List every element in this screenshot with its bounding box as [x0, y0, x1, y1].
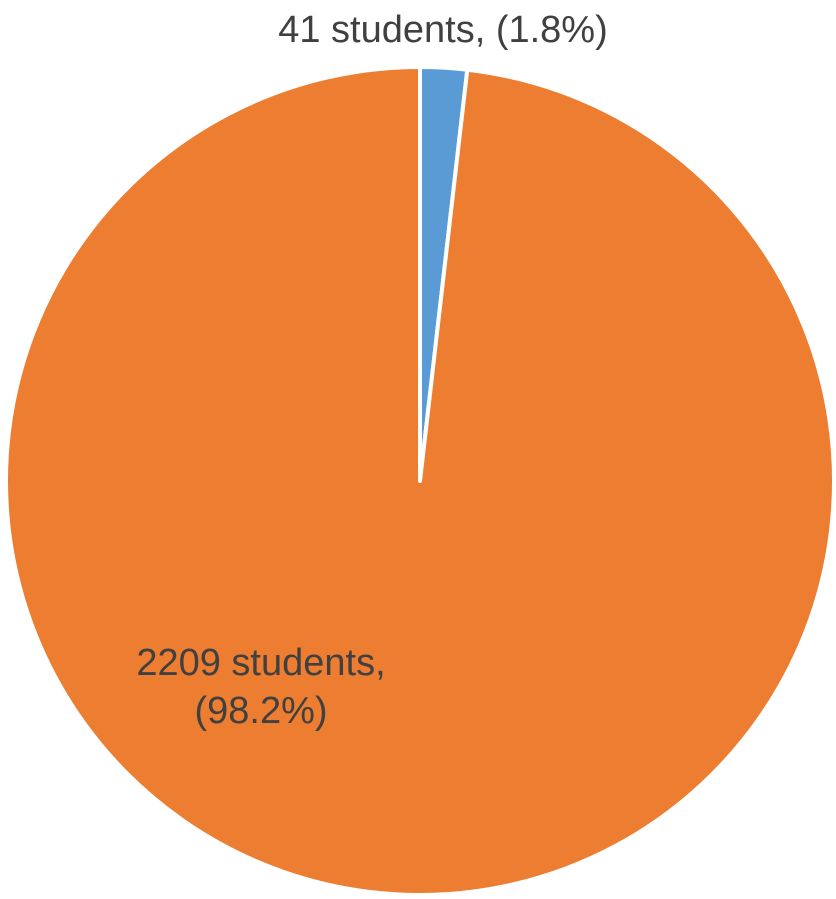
slice-label-0: 41 students, (1.8%): [278, 9, 608, 51]
pie-slices: [4, 65, 836, 897]
slice-label-1-line-1: (98.2%): [194, 690, 327, 732]
slice-label-0-line-0: 41 students, (1.8%): [278, 9, 608, 51]
pie-data-labels: 41 students, (1.8%) 2209 students, (98.2%): [136, 9, 607, 732]
slice-label-1-line-0: 2209 students,: [136, 642, 385, 684]
pie-slice-1: [4, 65, 836, 897]
slice-label-1: 2209 students, (98.2%): [136, 642, 385, 732]
